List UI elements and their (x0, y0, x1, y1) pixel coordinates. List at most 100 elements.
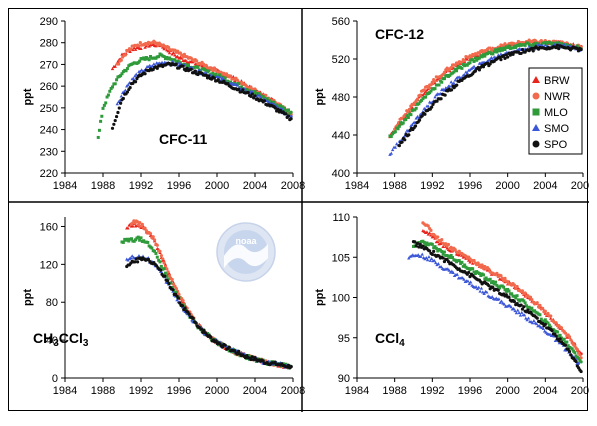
data-point-mlo (417, 241, 421, 245)
data-point-brw (231, 74, 235, 79)
data-point-nwr (117, 62, 121, 66)
x-tick-label: 2000 (495, 180, 519, 192)
data-point-spo (543, 322, 547, 326)
legend-label-smo: SMO (544, 123, 570, 135)
data-point-smo (250, 90, 254, 94)
data-point-smo (455, 272, 459, 276)
data-point-spo (159, 268, 163, 272)
data-point-smo (512, 306, 516, 310)
data-point-spo (180, 304, 184, 308)
title-subscript: 3 (83, 338, 89, 349)
data-point-spo (284, 112, 288, 116)
data-point-spo (176, 296, 180, 300)
series-spo (125, 256, 293, 370)
y-tick-label: 480 (332, 92, 350, 104)
data-point-smo (115, 102, 119, 106)
data-point-spo (253, 94, 257, 98)
y-tick-label: 280 (40, 38, 58, 50)
data-point-mlo (498, 286, 502, 290)
data-point-mlo (108, 89, 112, 93)
legend-label-spo: SPO (544, 139, 568, 151)
data-point-mlo (449, 253, 453, 257)
data-point-smo (428, 258, 433, 262)
data-point-nwr (426, 224, 430, 228)
data-point-spo (477, 68, 482, 72)
data-point-smo (235, 83, 240, 87)
data-point-nwr (543, 309, 547, 313)
data-point-nwr (143, 226, 147, 230)
data-point-brw (167, 272, 172, 276)
data-point-smo (175, 298, 179, 302)
data-point-smo (131, 76, 136, 80)
data-point-mlo (523, 43, 527, 47)
data-point-smo (485, 59, 490, 63)
data-point-brw (177, 56, 181, 60)
data-point-spo (574, 359, 578, 364)
data-point-smo (400, 137, 404, 141)
data-point-spo (235, 352, 239, 356)
data-point-spo (249, 94, 253, 99)
data-point-spo (417, 245, 421, 249)
data-point-spo (519, 303, 523, 307)
data-point-mlo (578, 359, 582, 363)
data-point-smo (424, 255, 428, 260)
data-point-smo (410, 122, 414, 126)
data-point-mlo (579, 360, 583, 364)
data-point-spo (407, 133, 411, 137)
data-point-mlo (162, 55, 166, 59)
data-point-mlo (100, 114, 104, 118)
data-point-mlo (570, 347, 574, 351)
data-point-brw (167, 51, 172, 55)
data-point-mlo (542, 319, 546, 323)
data-point-mlo (143, 57, 147, 61)
data-point-smo (499, 299, 504, 303)
data-point-smo (485, 290, 489, 294)
y-tick-label: 290 (40, 16, 58, 28)
data-point-nwr (559, 326, 564, 330)
data-point-brw (445, 246, 449, 250)
data-point-mlo (396, 127, 400, 131)
x-tick-label: 2004 (243, 180, 267, 192)
data-point-nwr (578, 353, 582, 357)
data-point-spo (449, 88, 454, 92)
data-point-mlo (499, 47, 503, 51)
legend-marker-nwr (532, 92, 540, 100)
data-point-smo (416, 253, 420, 257)
data-point-mlo (492, 50, 496, 54)
x-tick-label: 2008 (281, 180, 305, 192)
data-point-mlo (514, 45, 518, 49)
data-point-spo (209, 335, 213, 340)
data-point-spo (112, 122, 116, 126)
y-tick-label: 90 (338, 373, 350, 385)
data-point-brw (166, 49, 170, 53)
data-point-mlo (502, 285, 506, 289)
data-point-brw (441, 244, 445, 248)
data-point-mlo (507, 44, 511, 48)
data-point-smo (127, 256, 132, 261)
data-point-smo (160, 60, 164, 64)
y-tick-label: 400 (332, 168, 350, 180)
data-point-smo (467, 282, 472, 286)
data-point-spo (134, 257, 138, 261)
panel-ch3ccl3: 0 40 80 120 160 1984 1988 1992 1996 2000 2004 2008 p… (22, 217, 305, 397)
data-point-mlo (463, 263, 467, 267)
title-part: CH (33, 330, 53, 346)
data-point-spo (430, 105, 434, 109)
y-tick-label: 560 (332, 16, 350, 28)
data-point-brw (466, 258, 471, 262)
legend: BRW NWR MLO SMO SPO (528, 67, 583, 155)
data-point-nwr (140, 222, 144, 227)
data-point-spo (204, 73, 208, 77)
data-point-smo (432, 258, 437, 262)
data-point-mlo (451, 256, 455, 260)
data-point-smo (123, 88, 128, 92)
data-point-mlo (473, 271, 477, 275)
data-point-mlo (547, 323, 551, 327)
series-smo (407, 252, 580, 366)
data-point-nwr (137, 223, 141, 227)
x-tick-label: 1996 (458, 385, 482, 397)
data-point-smo (481, 290, 485, 294)
data-point-mlo (558, 333, 562, 337)
data-point-nwr (569, 338, 573, 342)
data-point-mlo (153, 249, 157, 253)
